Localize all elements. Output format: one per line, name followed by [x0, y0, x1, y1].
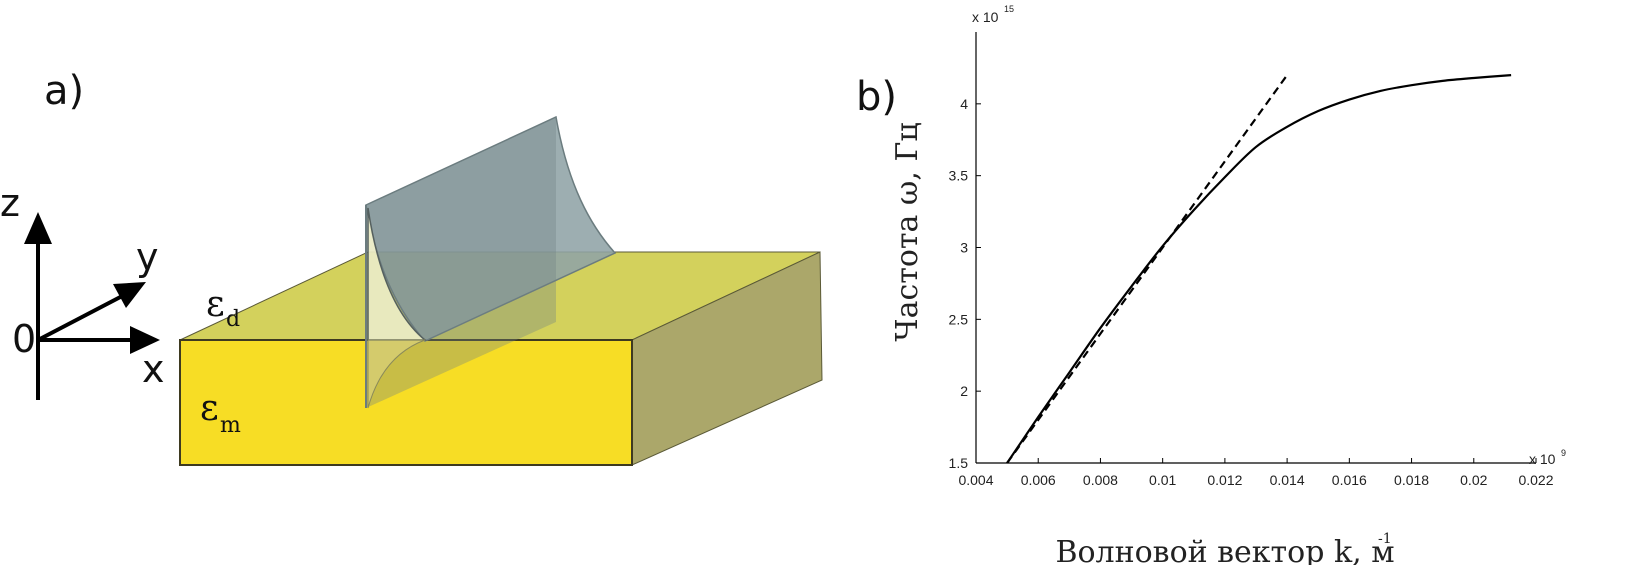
x-axis-title-superscript: -1 — [1378, 531, 1392, 547]
x-axis-title: Волновой вектор k, м — [1055, 535, 1394, 565]
x-multiplier: x 10 — [1529, 451, 1556, 467]
x-tick-label: 0.004 — [958, 472, 993, 488]
x-tick-label: 0.022 — [1518, 472, 1553, 488]
epsilon-dielectric-symbol: ε — [206, 284, 225, 325]
x-multiplier-exponent: 9 — [1561, 448, 1566, 458]
y-axis-arrowhead — [113, 282, 146, 308]
x-tick-label: 0.02 — [1460, 472, 1487, 488]
y-tick-label: 1.5 — [949, 455, 969, 471]
x-tick-label: 0.016 — [1332, 472, 1367, 488]
epsilon-metal-subscript: m — [220, 413, 241, 438]
y-multiplier-exponent: 15 — [1004, 4, 1014, 14]
dashed-series-line — [1006, 74, 1289, 464]
field-curved-sheet — [365, 115, 617, 342]
epsilon-dielectric-subscript: d — [226, 307, 240, 332]
x-tick-label: 0.012 — [1207, 472, 1242, 488]
x-tick-label: 0.014 — [1270, 472, 1305, 488]
origin-label: 0 — [12, 317, 36, 361]
panel-b-label: b) — [856, 74, 897, 120]
x-tick-label: 0.018 — [1394, 472, 1429, 488]
y-ticks: 1.5 2 2.5 3 3.5 4 — [949, 96, 981, 471]
y-multiplier: x 10 — [972, 9, 999, 25]
panel-a: a) z y x 0 ε d ε m — [0, 68, 823, 466]
x-tick-label: 0.008 — [1083, 472, 1118, 488]
epsilon-metal-symbol: ε — [200, 388, 219, 429]
x-ticks: 0.004 0.006 0.008 0.01 0.012 0.014 0.016 0.018 0… — [958, 458, 1554, 488]
y-axis-label: y — [136, 235, 159, 279]
y-tick-label: 4 — [960, 96, 968, 112]
x-axis-label: x — [142, 347, 165, 391]
panel-b: b) 0.004 0.006 0.008 0.01 0.012 0.014 0.016 0.0… — [856, 4, 1566, 565]
y-tick-label: 3.5 — [949, 168, 969, 184]
y-tick-label: 3 — [960, 240, 968, 256]
y-axis-line — [37, 291, 129, 342]
y-tick-label: 2.5 — [949, 311, 969, 327]
dispersion-chart: 0.004 0.006 0.008 0.01 0.012 0.014 0.016 0.018 0… — [890, 4, 1566, 565]
x-tick-label: 0.01 — [1149, 472, 1176, 488]
panel-a-label: a) — [44, 68, 84, 114]
x-axis-arrowhead — [130, 326, 160, 354]
field-metal-tail — [367, 339, 426, 409]
coordinate-axes — [24, 212, 160, 400]
field-profile — [365, 115, 617, 409]
solid-series-line — [1006, 74, 1512, 464]
series-group — [1006, 74, 1512, 464]
slab-front-face — [179, 339, 633, 466]
y-tick-label: 2 — [960, 383, 968, 399]
y-axis-title: Частота ω, Гц — [890, 122, 925, 341]
z-axis-arrowhead — [24, 212, 52, 244]
z-axis-label: z — [0, 181, 20, 225]
x-tick-label: 0.006 — [1021, 472, 1056, 488]
